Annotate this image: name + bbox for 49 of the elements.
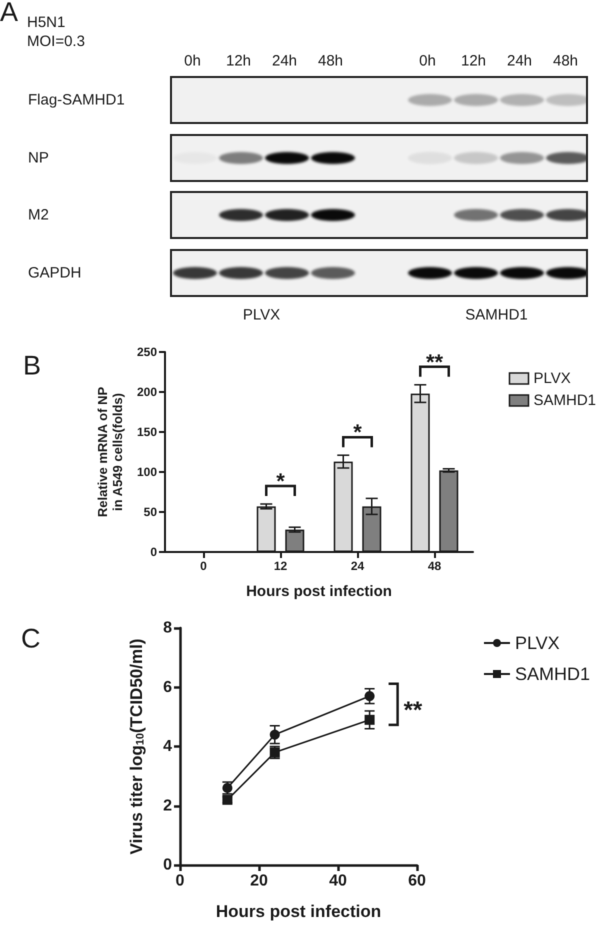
category-label: M2 bbox=[28, 206, 49, 224]
category-label: 12h bbox=[460, 52, 486, 70]
annotation: ** bbox=[404, 696, 423, 724]
y-axis-title: Relative mRNA of NP in A549 cells(folds) bbox=[95, 386, 125, 518]
x-tick-label: 20 bbox=[250, 872, 268, 890]
category-label: 12h bbox=[226, 52, 252, 70]
annotation: * bbox=[353, 420, 362, 445]
y-tick-label: 6 bbox=[163, 678, 172, 696]
category-label: 0h bbox=[419, 52, 436, 70]
chart-title: C bbox=[21, 624, 40, 654]
text: H5N1 MOI=0.3 bbox=[27, 14, 85, 50]
category-label: NP bbox=[28, 148, 49, 166]
category-label: GAPDH bbox=[28, 264, 82, 281]
category-label: 0h bbox=[184, 52, 201, 70]
text: A bbox=[0, 0, 18, 28]
y-tick-label: 4 bbox=[163, 738, 172, 755]
x-axis-title: Hours post infection bbox=[216, 902, 382, 921]
category-label: 48h bbox=[552, 52, 578, 70]
x-tick-label: 48 bbox=[428, 559, 442, 573]
category-label: 24h bbox=[506, 52, 532, 70]
category-label: 24h bbox=[272, 52, 298, 70]
text: SAMHD1 bbox=[465, 306, 528, 324]
text: PLVX bbox=[242, 306, 280, 324]
x-tick-label: 12 bbox=[274, 559, 288, 573]
x-tick-label: 60 bbox=[408, 872, 426, 890]
y-tick-label: 200 bbox=[136, 385, 158, 399]
y-tick-label: 0 bbox=[163, 856, 172, 874]
y-tick-label: 150 bbox=[136, 425, 158, 439]
x-tick-label: 40 bbox=[329, 872, 347, 890]
legend-label: PLVX bbox=[533, 370, 571, 387]
chart-title: B bbox=[23, 350, 42, 380]
annotation: * bbox=[276, 468, 286, 494]
x-tick-label: 24 bbox=[350, 559, 364, 573]
legend-label: SAMHD1 bbox=[533, 392, 596, 409]
x-tick-label: 0 bbox=[176, 872, 185, 890]
category-label: Flag-SAMHD1 bbox=[28, 91, 125, 108]
annotation: ** bbox=[426, 349, 444, 374]
y-tick-label: 100 bbox=[136, 465, 158, 479]
x-axis-title: Hours post infection bbox=[246, 583, 392, 600]
y-axis-title: Virus titer log10(TCID50/ml) bbox=[127, 638, 146, 854]
y-tick-label: 2 bbox=[163, 797, 172, 814]
y-tick-label: 8 bbox=[163, 620, 172, 636]
category-label: 48h bbox=[318, 52, 344, 70]
legend-label: PLVX bbox=[514, 633, 560, 653]
x-tick-label: 0 bbox=[200, 559, 208, 573]
y-tick-label: 250 bbox=[136, 345, 158, 359]
y-tick-label: 50 bbox=[144, 505, 158, 519]
legend-label: SAMHD1 bbox=[514, 664, 590, 684]
y-tick-label: 0 bbox=[150, 545, 158, 559]
